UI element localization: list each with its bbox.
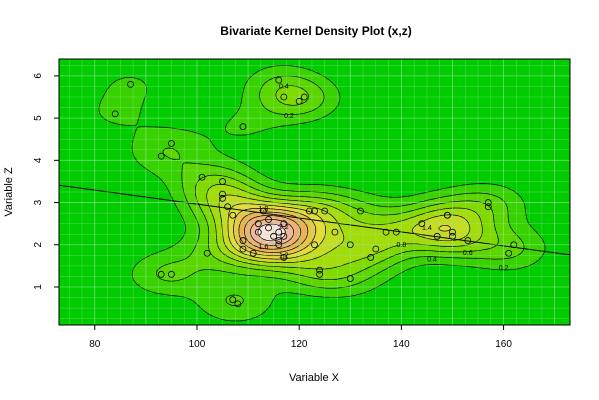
data-point — [316, 270, 324, 278]
y-tick-label: 2 — [33, 242, 44, 248]
data-point — [311, 207, 318, 215]
data-point — [254, 220, 262, 228]
data-point — [234, 300, 242, 308]
data-point — [127, 80, 134, 88]
contour-label: 2.2 — [279, 224, 289, 231]
data-point — [331, 228, 339, 236]
contour-label: 0.8 — [397, 242, 407, 249]
x-tick-label: 160 — [495, 339, 512, 350]
grid-lines — [59, 59, 570, 325]
data-point — [484, 203, 492, 211]
x-axis-label: Variable X — [289, 372, 340, 384]
data-point — [219, 194, 226, 202]
axes: 80 100 120 140 160 1 2 3 4 5 6 — [33, 58, 571, 350]
contour-label: 0.2 — [499, 265, 509, 272]
x-tick-label: 140 — [393, 339, 410, 350]
y-axis-label: Variable Z — [3, 167, 15, 217]
data-point — [280, 93, 288, 101]
contour-label: 1.8 — [259, 206, 269, 213]
data-point — [346, 275, 354, 282]
contour-line — [98, 65, 546, 322]
data-point — [367, 254, 375, 261]
data-point — [275, 76, 283, 84]
data-point — [382, 228, 390, 236]
contour-label: 0.4 — [427, 257, 437, 264]
data-point — [418, 220, 426, 228]
data-point — [280, 232, 288, 240]
y-tick-label: 3 — [33, 199, 44, 205]
data-point — [203, 249, 211, 257]
x-tick-label: 100 — [189, 339, 206, 350]
data-point — [295, 97, 303, 105]
data-point — [229, 296, 237, 304]
data-point — [198, 173, 206, 181]
contour-labels: 0.2 0.4 0.2 0.4 0.6 0.8 11.2 1.4 1.6 1.8 2.2 — [259, 83, 509, 272]
data-point — [449, 228, 456, 236]
data-point — [219, 178, 226, 185]
y-tick-label: 5 — [33, 115, 44, 121]
data-point — [464, 237, 472, 244]
x-tick-label: 120 — [291, 339, 308, 350]
data-point — [259, 207, 267, 215]
data-point — [484, 199, 492, 206]
regression-line — [58, 184, 571, 256]
contour-label: 0.4 — [279, 83, 289, 90]
data-point — [433, 232, 441, 240]
data-point — [168, 140, 175, 147]
data-point — [510, 241, 518, 249]
data-point — [229, 211, 237, 219]
plot-frame — [58, 58, 571, 326]
x-tick-label: 80 — [89, 339, 101, 350]
data-point — [111, 110, 119, 118]
data-point — [168, 270, 175, 278]
data-point — [392, 228, 400, 236]
contour-label: 0.6 — [463, 250, 473, 257]
data-point — [346, 241, 354, 249]
data-point — [443, 211, 451, 219]
data-point — [357, 207, 364, 215]
contour-label: 1 — [282, 254, 286, 261]
contour-label: 1.2 — [279, 252, 289, 259]
data-point — [275, 228, 283, 236]
data-point — [280, 220, 288, 228]
contour-label: 1.6 — [259, 244, 269, 251]
data-point — [300, 93, 308, 101]
contour-line — [250, 218, 295, 246]
data-point — [219, 190, 226, 198]
y-tick-label: 6 — [33, 73, 44, 79]
data-point — [505, 249, 513, 257]
data-point — [275, 241, 283, 249]
data-point — [311, 241, 318, 249]
data-point — [239, 123, 247, 130]
data-point — [239, 245, 247, 253]
y-tick-label: 1 — [33, 284, 44, 290]
data-point — [449, 232, 456, 240]
contour-line — [227, 203, 451, 260]
data-points — [111, 76, 518, 308]
data-point — [270, 232, 278, 240]
data-point — [265, 224, 272, 232]
data-point — [275, 237, 283, 244]
data-point — [224, 203, 232, 211]
data-point — [372, 245, 380, 253]
data-point — [316, 266, 324, 274]
data-point — [305, 207, 313, 215]
data-point — [157, 152, 165, 160]
data-point — [265, 216, 272, 223]
data-point — [249, 249, 257, 257]
y-tick-label: 4 — [33, 157, 44, 163]
data-point — [239, 237, 247, 244]
contour-label: 0.2 — [284, 113, 294, 120]
chart-title: Bivariate Kernel Density Plot (x,z) — [220, 24, 411, 38]
contour-line — [244, 215, 302, 250]
data-point — [157, 270, 165, 278]
data-point — [254, 228, 262, 236]
data-point — [321, 207, 329, 215]
data-point — [280, 254, 288, 261]
contour-label: 1.4 — [422, 225, 432, 232]
